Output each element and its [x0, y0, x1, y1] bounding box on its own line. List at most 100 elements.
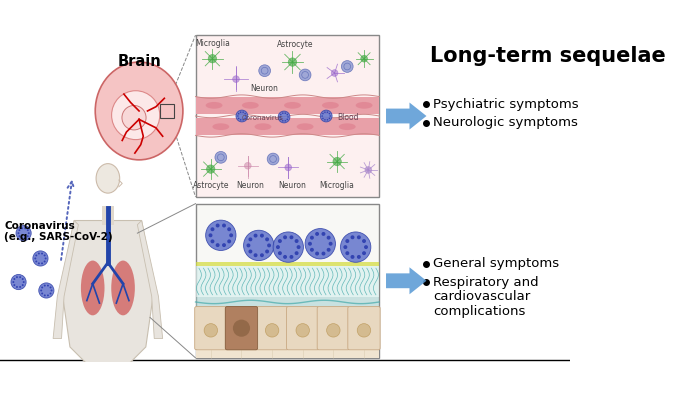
- Text: Astrocyte: Astrocyte: [276, 40, 313, 50]
- Circle shape: [278, 111, 290, 123]
- Circle shape: [41, 292, 43, 294]
- Bar: [195, 266, 379, 298]
- Circle shape: [14, 278, 16, 280]
- Circle shape: [364, 245, 368, 249]
- Circle shape: [28, 232, 30, 234]
- Circle shape: [204, 323, 218, 337]
- Ellipse shape: [96, 163, 120, 193]
- Ellipse shape: [95, 62, 183, 160]
- Circle shape: [343, 245, 347, 249]
- Circle shape: [265, 237, 269, 241]
- Ellipse shape: [356, 102, 372, 109]
- Circle shape: [285, 120, 286, 121]
- Circle shape: [51, 290, 53, 292]
- FancyBboxPatch shape: [225, 307, 258, 350]
- Text: Microglia: Microglia: [195, 39, 230, 48]
- Circle shape: [308, 242, 312, 246]
- Circle shape: [322, 118, 324, 119]
- Circle shape: [14, 284, 16, 286]
- Circle shape: [265, 250, 269, 253]
- Text: Coronavirus: Coronavirus: [242, 115, 284, 121]
- Circle shape: [243, 119, 244, 121]
- Circle shape: [279, 116, 281, 118]
- Circle shape: [285, 164, 291, 171]
- Circle shape: [333, 157, 341, 166]
- FancyBboxPatch shape: [195, 307, 227, 350]
- Circle shape: [238, 118, 239, 119]
- Circle shape: [16, 226, 31, 241]
- Circle shape: [22, 278, 24, 280]
- Bar: [195, 204, 379, 358]
- Circle shape: [267, 243, 271, 247]
- Circle shape: [18, 229, 20, 231]
- Circle shape: [357, 323, 370, 337]
- Circle shape: [322, 232, 325, 236]
- Text: Respiratory and: Respiratory and: [433, 276, 539, 289]
- Circle shape: [49, 286, 51, 288]
- Ellipse shape: [339, 123, 356, 130]
- Circle shape: [285, 112, 286, 114]
- Circle shape: [222, 224, 226, 228]
- FancyBboxPatch shape: [317, 307, 349, 350]
- Circle shape: [206, 220, 236, 250]
- Bar: [195, 350, 379, 358]
- Circle shape: [27, 229, 29, 231]
- Ellipse shape: [212, 123, 229, 130]
- Circle shape: [243, 230, 274, 261]
- Circle shape: [235, 323, 248, 337]
- Ellipse shape: [255, 123, 271, 130]
- Circle shape: [329, 113, 330, 114]
- Circle shape: [39, 283, 54, 298]
- Circle shape: [315, 232, 319, 236]
- Ellipse shape: [206, 102, 222, 109]
- Circle shape: [327, 112, 328, 113]
- Circle shape: [44, 294, 46, 296]
- Circle shape: [283, 235, 287, 239]
- Circle shape: [310, 248, 314, 252]
- Ellipse shape: [322, 102, 339, 109]
- Text: Coronavirus
(e.g., SARS-CoV-2): Coronavirus (e.g., SARS-CoV-2): [4, 220, 113, 242]
- Circle shape: [327, 236, 331, 240]
- Text: Neurologic symptoms: Neurologic symptoms: [433, 116, 578, 129]
- Circle shape: [41, 253, 43, 255]
- FancyBboxPatch shape: [225, 307, 258, 350]
- Circle shape: [210, 227, 214, 231]
- Circle shape: [327, 119, 328, 121]
- Circle shape: [280, 119, 282, 120]
- Bar: [102, 206, 114, 225]
- Circle shape: [229, 233, 233, 237]
- Circle shape: [341, 232, 371, 262]
- Circle shape: [362, 239, 366, 243]
- Circle shape: [38, 253, 40, 255]
- Circle shape: [240, 119, 241, 121]
- Circle shape: [305, 229, 335, 259]
- Circle shape: [19, 286, 21, 288]
- Circle shape: [227, 227, 231, 231]
- Circle shape: [282, 112, 283, 114]
- FancyBboxPatch shape: [256, 307, 288, 350]
- Circle shape: [287, 119, 288, 120]
- Circle shape: [47, 294, 49, 296]
- FancyBboxPatch shape: [348, 307, 380, 350]
- Circle shape: [47, 285, 49, 286]
- Text: Neuron: Neuron: [279, 181, 306, 190]
- Circle shape: [11, 274, 26, 290]
- Circle shape: [280, 114, 282, 116]
- Text: Brain: Brain: [117, 53, 161, 69]
- Circle shape: [254, 253, 258, 257]
- Circle shape: [320, 110, 332, 122]
- Circle shape: [327, 248, 331, 252]
- Circle shape: [295, 239, 299, 243]
- Text: complications: complications: [433, 305, 526, 318]
- Circle shape: [245, 162, 251, 169]
- Circle shape: [49, 292, 51, 294]
- Circle shape: [35, 254, 37, 256]
- Circle shape: [327, 323, 340, 337]
- Circle shape: [278, 239, 282, 243]
- Bar: [195, 298, 379, 307]
- Ellipse shape: [122, 105, 146, 130]
- Circle shape: [21, 227, 23, 229]
- Circle shape: [322, 113, 324, 114]
- Ellipse shape: [81, 261, 105, 315]
- Circle shape: [208, 233, 212, 237]
